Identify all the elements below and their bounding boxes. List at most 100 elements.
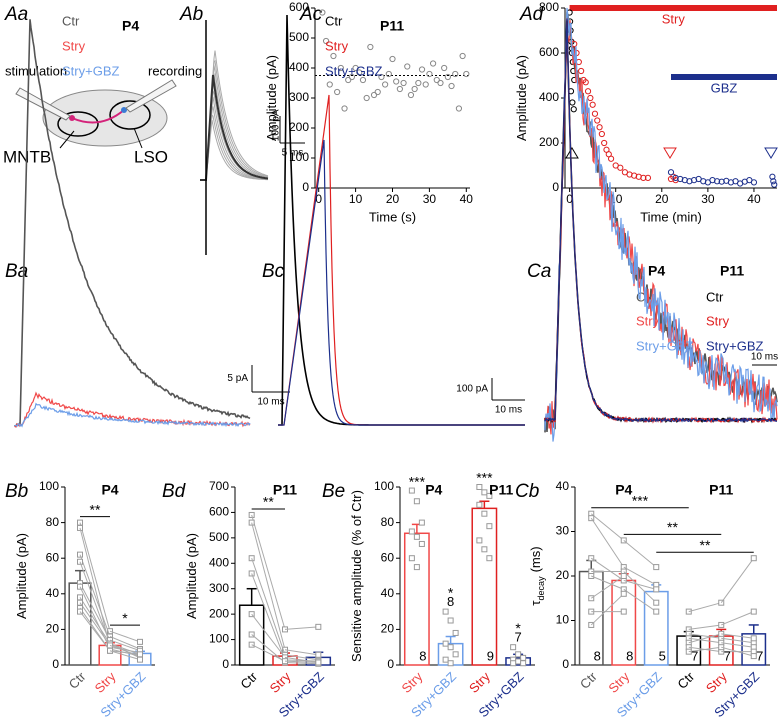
- cell-link: [721, 637, 754, 644]
- x-tick-label: 0: [566, 192, 573, 206]
- cell-point: [137, 651, 143, 658]
- cell-point: [408, 528, 415, 535]
- point: [444, 73, 451, 81]
- legend-label: Stry+GBZ: [325, 63, 382, 78]
- cell-link: [284, 659, 319, 662]
- point: [407, 91, 415, 99]
- point: [455, 105, 463, 112]
- category-label: Ctr: [674, 668, 697, 691]
- cell-link: [590, 575, 625, 599]
- legend-label: Ctr: [325, 13, 343, 28]
- y-tick-label: 600: [539, 45, 559, 59]
- cell-point: [653, 599, 660, 606]
- cell-point: [413, 564, 420, 571]
- cell-point: [476, 537, 483, 544]
- point: [411, 85, 418, 93]
- significance-stars: ***: [409, 473, 426, 489]
- y-axis-label-sub: decay: [536, 576, 546, 601]
- cell-point: [315, 659, 322, 666]
- point: [569, 99, 576, 106]
- y-tick-label: 30: [556, 524, 570, 538]
- category-label: Ctr: [66, 668, 89, 691]
- x-tick-label: 10: [349, 192, 363, 206]
- cell-point: [447, 644, 454, 651]
- y-tick-label: 0: [552, 180, 559, 194]
- legend-label: Ctr: [706, 289, 724, 304]
- y-tick-label: 600: [289, 0, 309, 14]
- cell-link: [590, 593, 625, 626]
- category-label: Ctr: [237, 668, 260, 691]
- cell-point: [750, 653, 757, 660]
- y-tick-label: 100: [289, 150, 309, 164]
- scale-label: 10 ms: [751, 352, 778, 363]
- y-tick-label: 40: [46, 586, 60, 600]
- y-tick-label: 0: [302, 180, 309, 194]
- bar: [403, 532, 430, 666]
- cell-link: [109, 630, 141, 643]
- category-label: Stry: [267, 669, 294, 696]
- y-tick-label: 300: [289, 90, 309, 104]
- y-axis-label: τdecay (ms): [528, 546, 546, 605]
- point: [582, 79, 589, 86]
- cell-point: [481, 546, 488, 553]
- point: [326, 81, 333, 88]
- y-tick-label: 400: [539, 90, 559, 104]
- y-axis-label-text: Amplitude (pA): [264, 55, 279, 141]
- scale-label: 10 ms: [257, 397, 284, 408]
- point: [422, 81, 429, 88]
- cell-link: [284, 660, 319, 663]
- point: [385, 70, 392, 78]
- cell-link: [720, 557, 755, 603]
- cell-link: [721, 633, 754, 639]
- cell-point: [447, 660, 454, 667]
- point: [367, 43, 374, 51]
- point: [337, 64, 344, 72]
- cell-link: [251, 522, 286, 650]
- legend-label: Stry: [636, 313, 660, 328]
- cell-link: [79, 554, 111, 637]
- cell-link: [721, 611, 754, 626]
- axon: [71, 109, 125, 124]
- n-label: 5: [659, 648, 666, 663]
- cell-point: [442, 640, 449, 647]
- category-label: Stry: [605, 669, 632, 696]
- cell-point: [413, 533, 420, 540]
- point: [433, 76, 440, 84]
- cell-point: [620, 608, 627, 615]
- rec-pipette: [125, 79, 177, 113]
- group-title: P11: [720, 263, 744, 279]
- cell-point: [442, 656, 449, 663]
- panel-label: Aa: [4, 4, 28, 25]
- cell-link: [590, 517, 625, 568]
- y-tick-label: 700: [209, 479, 229, 493]
- cell-link: [284, 656, 319, 663]
- legend-label: Stry: [325, 38, 349, 53]
- point: [404, 63, 411, 70]
- point: [415, 79, 422, 87]
- y-axis-label: Amplitude (pA): [184, 533, 199, 619]
- point: [382, 81, 389, 88]
- panel-label: Ad: [519, 4, 545, 25]
- y-axis-label: Amplitude (pA): [264, 55, 279, 141]
- cell-link: [79, 582, 111, 641]
- cell-link: [284, 626, 319, 630]
- y-axis-label-text: Amplitude (pA): [184, 533, 199, 619]
- bar: [471, 507, 498, 666]
- point: [334, 88, 341, 96]
- n-label: 8: [419, 648, 426, 663]
- cell-link: [251, 634, 286, 663]
- point: [400, 79, 407, 87]
- scale-label: 5 pA: [227, 373, 248, 384]
- point: [426, 70, 433, 78]
- y-tick-label: 400: [289, 60, 309, 74]
- group-title: P4: [615, 482, 632, 498]
- point: [359, 76, 367, 84]
- y-tick-label: 100: [374, 479, 394, 493]
- cell-point: [486, 523, 493, 530]
- marker: [663, 147, 677, 159]
- point: [667, 169, 675, 176]
- significance-label: **: [90, 501, 101, 517]
- significance-label: **: [263, 494, 274, 510]
- cell-link: [79, 527, 111, 648]
- y-tick-label: 40: [556, 479, 570, 493]
